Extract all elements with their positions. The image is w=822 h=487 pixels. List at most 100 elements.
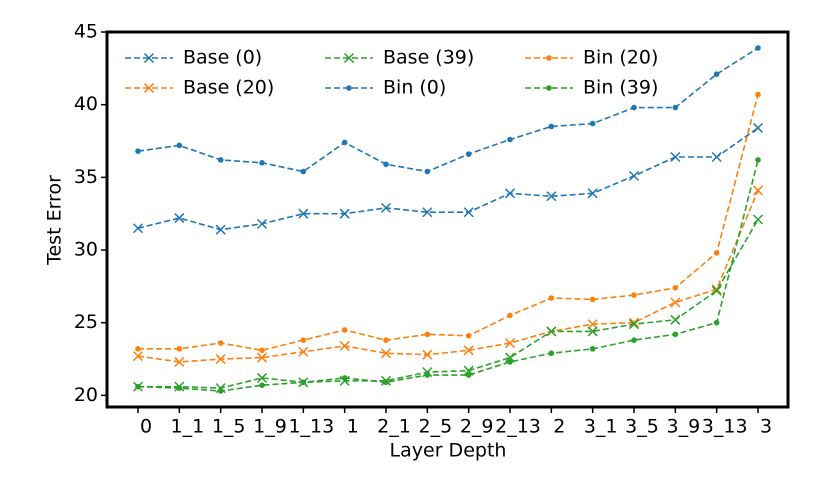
x-tick-label: 2 bbox=[553, 416, 565, 438]
data-point bbox=[135, 148, 141, 154]
plot-frame bbox=[105, 30, 790, 409]
data-point bbox=[341, 327, 348, 333]
data-point bbox=[422, 207, 433, 218]
data-point bbox=[504, 188, 516, 199]
y-tick-label: 45 bbox=[74, 21, 98, 43]
data-point bbox=[215, 354, 226, 365]
y-axis-label: Test Error bbox=[44, 175, 66, 266]
x-tick-label: 2_13 bbox=[495, 416, 541, 438]
x-tick-label: 0 bbox=[140, 416, 152, 438]
data-point bbox=[217, 340, 224, 346]
data-point bbox=[259, 347, 265, 354]
data-point bbox=[587, 188, 598, 199]
y-tick-label: 20 bbox=[74, 384, 98, 406]
series-line bbox=[137, 159, 759, 392]
legend-label: Bin (20) bbox=[583, 47, 658, 69]
x-tick-label: 1 bbox=[347, 416, 359, 438]
data-point bbox=[755, 45, 761, 51]
data-point bbox=[298, 208, 309, 219]
y-tick-label: 30 bbox=[74, 239, 98, 261]
data-point bbox=[713, 71, 720, 77]
data-point bbox=[256, 372, 268, 383]
data-point bbox=[548, 123, 555, 130]
data-point bbox=[713, 319, 720, 326]
series-line bbox=[138, 94, 759, 352]
data-point bbox=[711, 151, 722, 163]
data-point bbox=[463, 345, 474, 356]
data-point bbox=[587, 319, 598, 330]
x-tick-label: 3_5 bbox=[625, 416, 659, 438]
data-point bbox=[176, 346, 183, 352]
x-tick-label: 3_9 bbox=[666, 416, 700, 438]
data-point bbox=[465, 372, 472, 378]
data-point bbox=[631, 292, 637, 298]
data-point bbox=[380, 202, 392, 213]
data-point bbox=[341, 375, 348, 381]
data-point bbox=[670, 151, 681, 163]
x-tick-label: 1_1 bbox=[170, 416, 204, 438]
series-line bbox=[137, 127, 759, 231]
data-point bbox=[217, 157, 224, 163]
data-point bbox=[383, 379, 389, 386]
data-point bbox=[259, 160, 265, 166]
data-point bbox=[752, 214, 764, 225]
data-point bbox=[672, 104, 679, 111]
data-point bbox=[135, 383, 141, 390]
legend-label: Base (39) bbox=[383, 47, 474, 69]
x-tick-label: 1_13 bbox=[288, 416, 334, 438]
y-tick-label: 40 bbox=[74, 93, 98, 115]
data-point bbox=[176, 385, 183, 391]
x-tick-label: 3 bbox=[760, 416, 772, 438]
legend-marker bbox=[343, 52, 355, 64]
data-point bbox=[422, 349, 433, 360]
data-point bbox=[631, 104, 637, 111]
data-point bbox=[215, 224, 226, 235]
data-point bbox=[587, 326, 598, 337]
legend-marker bbox=[143, 82, 155, 94]
legend-label: Bin (39) bbox=[583, 77, 658, 99]
data-point bbox=[589, 346, 596, 352]
y-tick-label: 35 bbox=[74, 166, 98, 188]
data-point bbox=[256, 218, 268, 229]
x-tick-label: 2_1 bbox=[377, 416, 411, 438]
x-tick-label: 3_13 bbox=[702, 416, 748, 438]
data-point bbox=[507, 312, 513, 319]
data-point bbox=[548, 295, 555, 301]
data-point bbox=[380, 348, 392, 359]
data-point bbox=[383, 161, 389, 168]
data-point bbox=[174, 356, 185, 367]
data-point bbox=[383, 337, 389, 343]
data-point bbox=[631, 337, 637, 343]
data-point bbox=[672, 285, 679, 291]
data-point bbox=[465, 332, 472, 339]
data-point bbox=[256, 352, 268, 363]
data-point bbox=[341, 139, 348, 146]
data-point bbox=[132, 351, 144, 362]
data-point bbox=[546, 326, 557, 337]
data-point bbox=[628, 170, 640, 181]
series-line bbox=[137, 190, 759, 363]
data-point bbox=[298, 346, 309, 357]
series-line bbox=[138, 219, 759, 389]
data-point bbox=[504, 338, 516, 349]
data-point bbox=[507, 359, 513, 365]
data-point bbox=[174, 213, 185, 224]
data-point bbox=[589, 120, 596, 127]
x-axis-label: Layer Depth bbox=[390, 440, 507, 462]
data-point bbox=[670, 297, 681, 308]
data-point bbox=[546, 191, 557, 202]
data-point bbox=[135, 346, 141, 352]
x-tick-label: 2_5 bbox=[418, 416, 452, 438]
data-point bbox=[752, 122, 764, 133]
legend-label: Bin (0) bbox=[383, 77, 446, 99]
data-point bbox=[424, 168, 431, 175]
legend-label: Base (20) bbox=[183, 77, 274, 99]
data-point bbox=[755, 157, 761, 163]
data-point bbox=[755, 91, 761, 98]
data-point bbox=[752, 185, 764, 196]
legend-marker bbox=[546, 55, 552, 61]
data-point bbox=[259, 382, 265, 388]
x-tick-label: 1_9 bbox=[253, 416, 287, 438]
legend-marker bbox=[143, 52, 155, 64]
